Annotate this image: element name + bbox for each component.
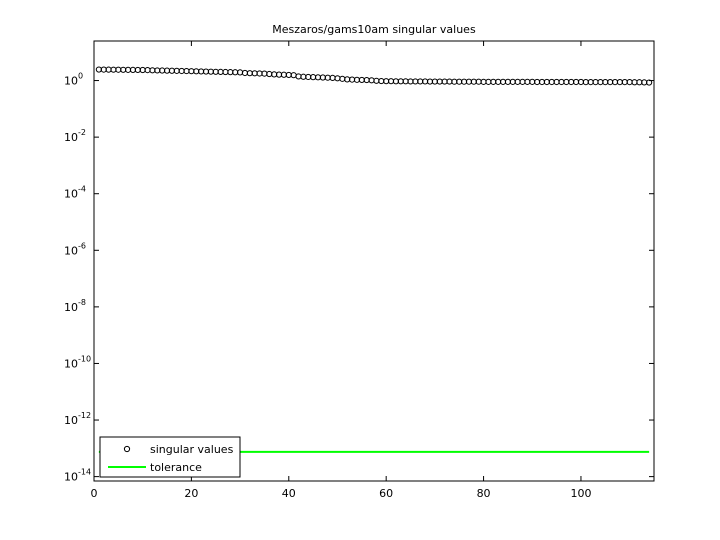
data-point [646, 79, 653, 86]
x-tick-label: 100 [570, 487, 591, 500]
legend-box [99, 436, 241, 478]
plot-frame [93, 40, 655, 482]
y-tick-label: 10-12 [64, 411, 91, 427]
y-tick-label: 10-4 [64, 185, 86, 201]
legend-marker [123, 445, 131, 453]
y-tick-label: 10-14 [64, 468, 91, 484]
x-tick-label: 20 [184, 487, 198, 500]
x-tick-label: 80 [477, 487, 491, 500]
legend-label: singular values [150, 443, 234, 456]
x-tick-label: 40 [282, 487, 296, 500]
y-tick-label: 10-6 [64, 241, 86, 257]
x-tick-label: 0 [91, 487, 98, 500]
y-tick-label: 10-2 [64, 128, 86, 144]
legend-label: tolerance [150, 461, 202, 474]
y-tick-label: 100 [64, 72, 83, 88]
chart-title: Meszaros/gams10am singular values [272, 23, 476, 36]
y-tick-label: 10-8 [64, 298, 86, 314]
x-tick-label: 60 [379, 487, 393, 500]
y-tick-label: 10-10 [64, 354, 91, 370]
